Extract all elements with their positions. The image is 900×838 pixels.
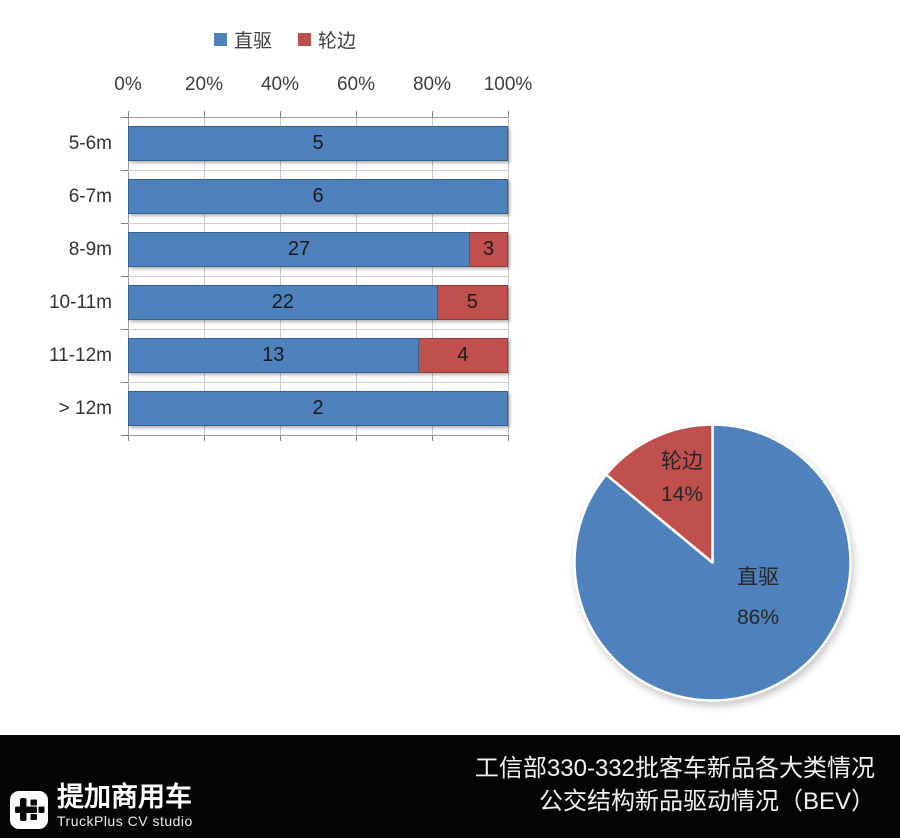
axis-tick (432, 435, 433, 441)
axis-tick (121, 382, 128, 383)
category-label: 11-12m (48, 345, 112, 366)
legend-swatch-wheel-icon (298, 33, 312, 46)
legend-item-wheel: 轮边 (298, 26, 356, 53)
bar-segment-direct: 5 (128, 126, 508, 161)
gridline (128, 117, 508, 118)
bar-value-label: 2 (312, 397, 324, 419)
legend-label-direct: 直驱 (234, 31, 273, 52)
truckplus-logo-icon (10, 791, 48, 829)
axis-tick (432, 111, 433, 117)
pie-label-wheel-name: 轮边 (661, 450, 703, 473)
axis-tick-label: 80% (412, 74, 452, 95)
gridline (128, 382, 508, 383)
brand-text: 提加商用车 TruckPlus CV studio (57, 781, 193, 829)
category-label: 10-11m (48, 292, 112, 313)
bar-value-label: 3 (482, 238, 495, 260)
legend-swatch-direct-icon (214, 33, 227, 46)
footer-banner: 提加商用车 TruckPlus CV studio 工信部330-332批客车新… (0, 735, 900, 838)
bar-row: 13 4 (128, 338, 508, 373)
bar-row: 5 (128, 126, 508, 161)
axis-tick (121, 223, 128, 224)
axis-tick (508, 435, 509, 441)
axis-tick-label: 100% (483, 74, 533, 95)
axis-tick (280, 435, 281, 441)
gridline (128, 223, 508, 224)
axis-tick (356, 111, 357, 117)
axis-tick (121, 117, 128, 118)
axis-tick-label: 20% (184, 74, 224, 95)
bar-row: 27 3 (128, 232, 508, 267)
pie-label-wheel: 轮边 14% (661, 445, 703, 511)
legend: 直驱 轮边 (214, 26, 356, 53)
axis-tick (204, 435, 205, 441)
legend-item-direct: 直驱 (214, 26, 272, 53)
gridline (128, 170, 508, 171)
pie-chart: 轮边 14% 直驱 86% (572, 422, 853, 703)
gridline (128, 435, 508, 436)
bar-value-label: 6 (312, 185, 324, 207)
brand-name-cn: 提加商用车 (57, 781, 192, 812)
brand-name-en: TruckPlus CV studio (57, 813, 193, 829)
bar-segment-wheel: 4 (418, 338, 508, 373)
category-label: 8-9m (68, 239, 112, 260)
footer-title-line1: 工信部330-332批客车新品各大类情况 (474, 755, 875, 782)
category-label: 5-6m (68, 133, 112, 154)
bar-segment-wheel: 3 (470, 232, 508, 267)
pie-label-direct-pct: 86% (736, 606, 780, 629)
bar-row: 6 (128, 179, 508, 214)
bar-segment-direct: 13 (128, 338, 419, 373)
bar-segment-direct: 6 (128, 179, 508, 214)
axis-tick (121, 329, 128, 330)
bar-value-label: 13 (262, 344, 285, 366)
bar-segment-direct: 27 (128, 232, 470, 267)
category-label: > 12m (58, 398, 112, 419)
footer-title: 工信部330-332批客车新品各大类情况 公交结构新品驱动情况（BEV） (475, 752, 875, 818)
brand-logo: 提加商用车 TruckPlus CV studio (10, 781, 193, 829)
pie-label-direct: 直驱 86% (737, 558, 779, 638)
axis-tick (128, 111, 129, 117)
bar-value-label: 27 (287, 238, 311, 260)
axis-tick-label: 60% (336, 74, 376, 95)
axis-tick (121, 276, 128, 277)
bar-value-label: 22 (271, 291, 294, 313)
bar-value-label: 5 (466, 291, 478, 313)
axis-tick (121, 170, 128, 171)
category-label: 6-7m (68, 186, 112, 207)
axis-tick (128, 435, 129, 441)
axis-tick (204, 111, 205, 117)
bar-row: 2 (128, 391, 508, 426)
bar-segment-direct: 2 (128, 391, 508, 426)
bar-row: 22 5 (128, 285, 508, 320)
bar-chart-plot (0, 0, 560, 460)
footer-title-line2: 公交结构新品驱动情况（BEV） (538, 788, 875, 815)
pie-slice-wheel (604, 423, 714, 564)
pie-label-wheel-pct: 14% (660, 483, 704, 506)
legend-label-wheel: 轮边 (318, 31, 357, 52)
gridline (128, 329, 508, 330)
axis-tick (280, 111, 281, 117)
axis-tick (356, 435, 357, 441)
axis-tick (508, 111, 509, 117)
bar-value-label: 5 (312, 132, 324, 154)
axis-tick-label: 40% (260, 74, 300, 95)
pie-label-direct-name: 直驱 (737, 566, 779, 589)
gridline (508, 117, 509, 435)
bar-segment-direct: 22 (128, 285, 438, 320)
axis-tick-label: 0% (114, 74, 142, 95)
bar-segment-wheel: 5 (437, 285, 508, 320)
bar-value-label: 4 (457, 344, 469, 366)
pie-svg (573, 423, 852, 702)
axis-tick (121, 435, 128, 436)
gridline (128, 276, 508, 277)
